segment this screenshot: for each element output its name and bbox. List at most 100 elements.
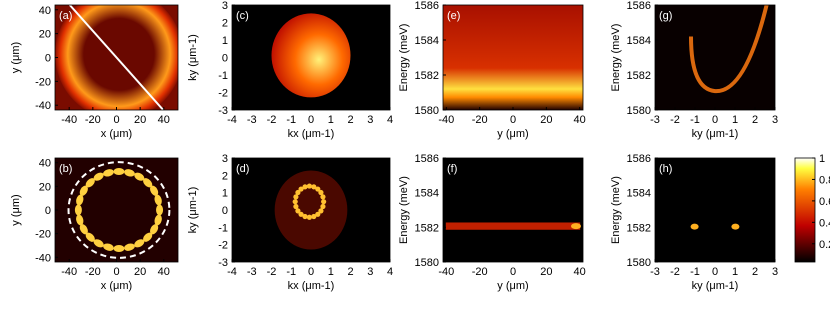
y-tick-label: 1 (222, 35, 228, 47)
image (55, 158, 178, 262)
spot (731, 223, 740, 230)
y-tick-label: 3 (222, 153, 228, 165)
x-tick-label: 0 (712, 114, 718, 126)
y-tick-label: 1586 (415, 0, 439, 12)
y-tick-label: 1584 (415, 188, 439, 200)
lobe (298, 211, 304, 217)
x-axis-label: x (μm) (101, 128, 132, 140)
lobe (79, 185, 88, 196)
lobe (113, 168, 125, 176)
y-tick-label: 0.8 (819, 174, 830, 186)
lobe (134, 239, 145, 248)
y-tick-label: 1 (222, 188, 228, 200)
x-tick-label: 2 (752, 266, 758, 278)
x-tick-label: 0 (510, 266, 516, 278)
lobe (302, 184, 308, 190)
y-tick-label: 20 (39, 29, 51, 41)
y-tick-label: 0 (45, 53, 51, 65)
y-tick-label: 1584 (627, 188, 651, 200)
lobe (85, 178, 95, 188)
lobe (298, 186, 304, 192)
y-tick-label: 0 (45, 205, 51, 217)
y-tick-label: 40 (39, 158, 51, 170)
y-tick-label: 1584 (627, 35, 651, 47)
x-tick-label: 20 (540, 114, 552, 126)
x-tick-label: 3 (367, 266, 373, 278)
y-tick-label: 1586 (627, 0, 651, 12)
hot-spot (571, 223, 581, 230)
x-tick-label: 3 (367, 114, 373, 126)
lobe (134, 172, 145, 181)
image-bg (655, 5, 775, 110)
y-tick-label: -1 (218, 222, 228, 234)
y-tick-label: 1580 (627, 257, 651, 269)
x-tick-label: 1 (732, 114, 738, 126)
x-tick-label: -3 (247, 114, 257, 126)
lobe (311, 213, 317, 220)
image (443, 5, 583, 110)
lobe (318, 208, 324, 214)
x-tick-label: -20 (85, 266, 101, 278)
image (795, 158, 815, 262)
spot (690, 223, 699, 230)
panel: 1580 1582 1584 1586 -3 -2 -1 0 1 2 3 ky (μm-1) Energ… (610, 153, 778, 292)
lobe (143, 178, 153, 188)
y-tick-label: 1580 (415, 257, 439, 269)
y-axis-label: Energy (meV) (610, 176, 622, 244)
x-tick-label: 0 (712, 266, 718, 278)
x-tick-label: 2 (347, 114, 353, 126)
lobe (143, 232, 153, 242)
image-bg (655, 158, 775, 262)
lobe (295, 189, 301, 196)
dispersion (689, 5, 769, 94)
x-tick-label: -4 (227, 266, 237, 278)
lobe (156, 204, 164, 216)
x-tick-label: -20 (472, 114, 488, 126)
cut-line (69, 5, 164, 110)
lobe (318, 189, 324, 196)
x-tick-label: 2 (347, 266, 353, 278)
image (443, 158, 583, 262)
lobe (93, 172, 104, 181)
frame (794, 157, 816, 263)
y-tick-label: -1 (218, 70, 228, 82)
x-axis-label: y (μm) (497, 128, 528, 140)
x-tick-label: -1 (690, 114, 700, 126)
lobe (76, 194, 84, 206)
lobe (295, 208, 301, 214)
x-tick-label: -1 (690, 266, 700, 278)
x-tick-label: 1 (732, 266, 738, 278)
lobe (93, 239, 104, 248)
lobe (113, 244, 125, 252)
x-tick-label: -40 (438, 114, 454, 126)
x-tick-label: -1 (286, 114, 296, 126)
x-tick-label: -3 (650, 114, 660, 126)
lobe (306, 214, 313, 220)
panel-label: (b) (59, 163, 72, 175)
x-tick-label: -2 (267, 266, 277, 278)
y-tick-label: 0.6 (819, 196, 830, 208)
x-tick-label: 2 (752, 114, 758, 126)
y-tick-label: 1580 (415, 105, 439, 117)
x-tick-label: -4 (227, 114, 237, 126)
band (445, 222, 581, 230)
lobe (306, 183, 313, 189)
lobe (293, 203, 299, 210)
y-tick-label: 1582 (415, 222, 439, 234)
x-tick-label: 0 (510, 114, 516, 126)
y-tick-label: 1 (819, 153, 825, 165)
disk (271, 13, 351, 98)
x-tick-label: -3 (247, 266, 257, 278)
image (232, 5, 390, 110)
x-tick-label: 4 (387, 114, 393, 126)
y-tick-label: 20 (39, 181, 51, 193)
lobe (154, 194, 162, 206)
lobe (74, 204, 82, 216)
y-axis-label: Energy (meV) (398, 176, 410, 244)
colorbar-gradient (795, 158, 815, 262)
x-tick-label: 4 (387, 266, 393, 278)
lobe (292, 199, 298, 205)
lobe (103, 169, 114, 177)
